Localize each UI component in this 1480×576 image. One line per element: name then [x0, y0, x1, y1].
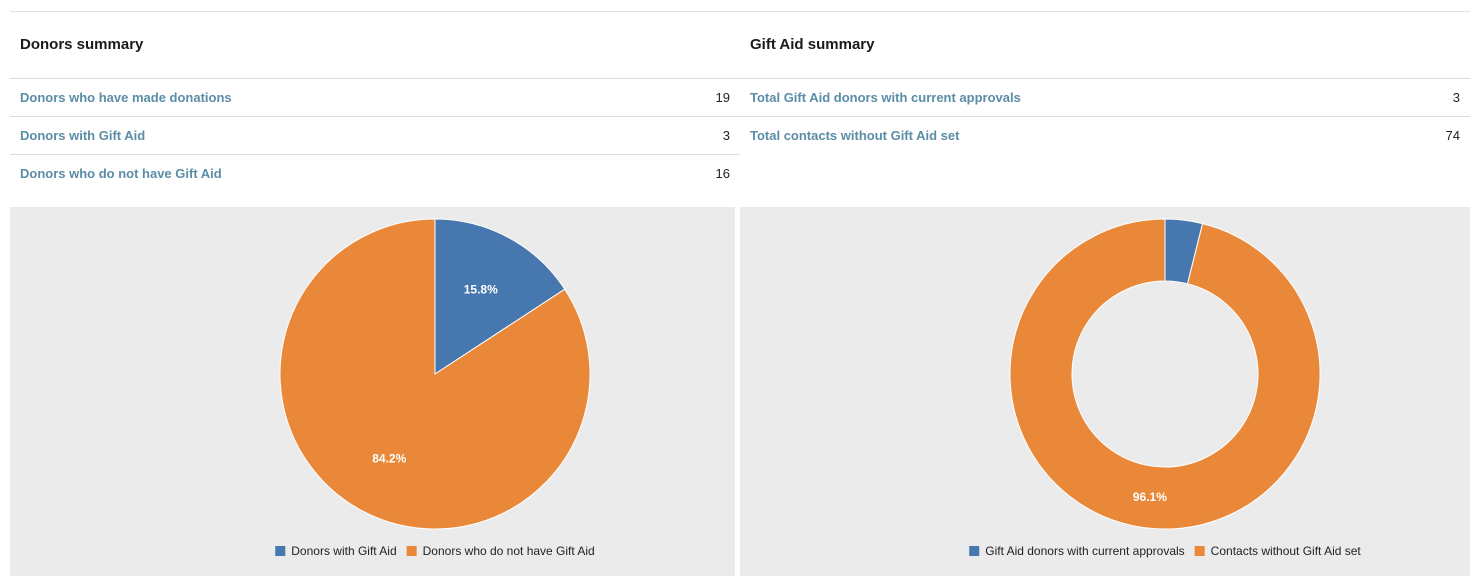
top-divider	[10, 11, 1470, 12]
donors-pie-chart: 15.8% 84.2% Donors with Gift Aid Donors who…	[275, 218, 595, 558]
giftaid-current-approvals-value: 3	[1452, 90, 1460, 105]
donors-made-donations-value: 19	[715, 90, 730, 105]
donors-row-with-gift-aid: Donors with Gift Aid 3	[10, 117, 740, 155]
chart0-legend-swatch-0[interactable]	[275, 546, 286, 556]
chart1-legend-label-1[interactable]: Contacts without Gift Aid set	[1211, 544, 1362, 558]
giftaid-without-gift-aid-value: 74	[1445, 128, 1460, 143]
chart1-legend-label-0[interactable]: Gift Aid donors with current approvals	[985, 544, 1184, 558]
chart0-legend-swatch-1[interactable]	[406, 546, 417, 556]
donors-row-without-gift-aid: Donors who do not have Gift Aid 16	[10, 155, 740, 192]
gift-aid-summary-title: Gift Aid summary	[740, 12, 1470, 79]
gift-aid-donut-chart: 96.1% Gift Aid donors with current approv…	[969, 218, 1361, 558]
donors-without-gift-aid-value: 16	[715, 166, 730, 181]
chart0-data-label-1: 84.2%	[372, 452, 406, 466]
donors-summary-panel: Donors summary Donors who have made dona…	[10, 12, 740, 192]
chart1-legend-swatch-1[interactable]	[1194, 546, 1205, 556]
chart0-legend: Donors with Gift Aid Donors who do not ha…	[275, 544, 595, 558]
chart0-legend-label-0[interactable]: Donors with Gift Aid	[291, 544, 396, 558]
giftaid-row-current-approvals: Total Gift Aid donors with current appro…	[740, 79, 1470, 117]
chart0-legend-label-1[interactable]: Donors who do not have Gift Aid	[423, 544, 595, 558]
donors-without-gift-aid-link[interactable]: Donors who do not have Gift Aid	[20, 166, 222, 181]
chart1-legend: Gift Aid donors with current approvals Co…	[969, 544, 1361, 558]
gift-aid-donut-chart-panel: 96.1% Gift Aid donors with current approv…	[740, 207, 1470, 576]
gift-aid-summary-panel: Gift Aid summary Total Gift Aid donors w…	[740, 12, 1470, 154]
chart0-slice-0[interactable]	[434, 218, 566, 375]
chart0-data-label-0: 15.8%	[464, 282, 498, 296]
chart1-legend-swatch-0[interactable]	[969, 546, 980, 556]
chart1-slice-1[interactable]	[1009, 218, 1321, 530]
giftaid-current-approvals-link[interactable]: Total Gift Aid donors with current appro…	[750, 90, 1021, 105]
donors-with-gift-aid-value: 3	[722, 128, 730, 143]
donors-made-donations-link[interactable]: Donors who have made donations	[20, 90, 232, 105]
donors-with-gift-aid-link[interactable]: Donors with Gift Aid	[20, 128, 146, 143]
donors-row-made-donations: Donors who have made donations 19	[10, 79, 740, 117]
giftaid-row-without-gift-aid: Total contacts without Gift Aid set 74	[740, 117, 1470, 154]
donors-pie-chart-panel: 15.8% 84.2% Donors with Gift Aid Donors who…	[10, 207, 735, 576]
chart0-slice-1[interactable]	[279, 218, 591, 530]
giftaid-without-gift-aid-link[interactable]: Total contacts without Gift Aid set	[750, 128, 960, 143]
chart1-data-label-1: 96.1%	[1133, 490, 1167, 504]
donors-summary-title: Donors summary	[10, 12, 740, 79]
